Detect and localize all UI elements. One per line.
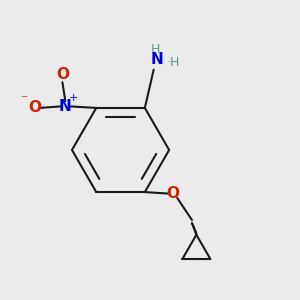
Text: N: N xyxy=(150,52,163,67)
Text: ⁻: ⁻ xyxy=(20,93,28,107)
Text: +: + xyxy=(69,93,78,103)
Text: O: O xyxy=(28,100,41,116)
Text: H: H xyxy=(151,43,160,56)
Text: N: N xyxy=(59,99,72,114)
Text: O: O xyxy=(166,186,179,201)
Text: ·H: ·H xyxy=(166,56,179,69)
Text: O: O xyxy=(56,67,69,82)
